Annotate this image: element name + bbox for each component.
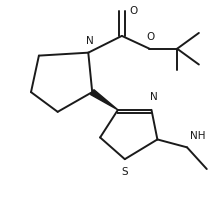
Text: N: N	[150, 92, 157, 102]
Text: S: S	[121, 167, 128, 177]
Polygon shape	[91, 90, 118, 110]
Text: O: O	[146, 32, 155, 42]
Text: NH: NH	[190, 131, 205, 141]
Text: N: N	[86, 36, 94, 46]
Text: O: O	[130, 6, 138, 16]
